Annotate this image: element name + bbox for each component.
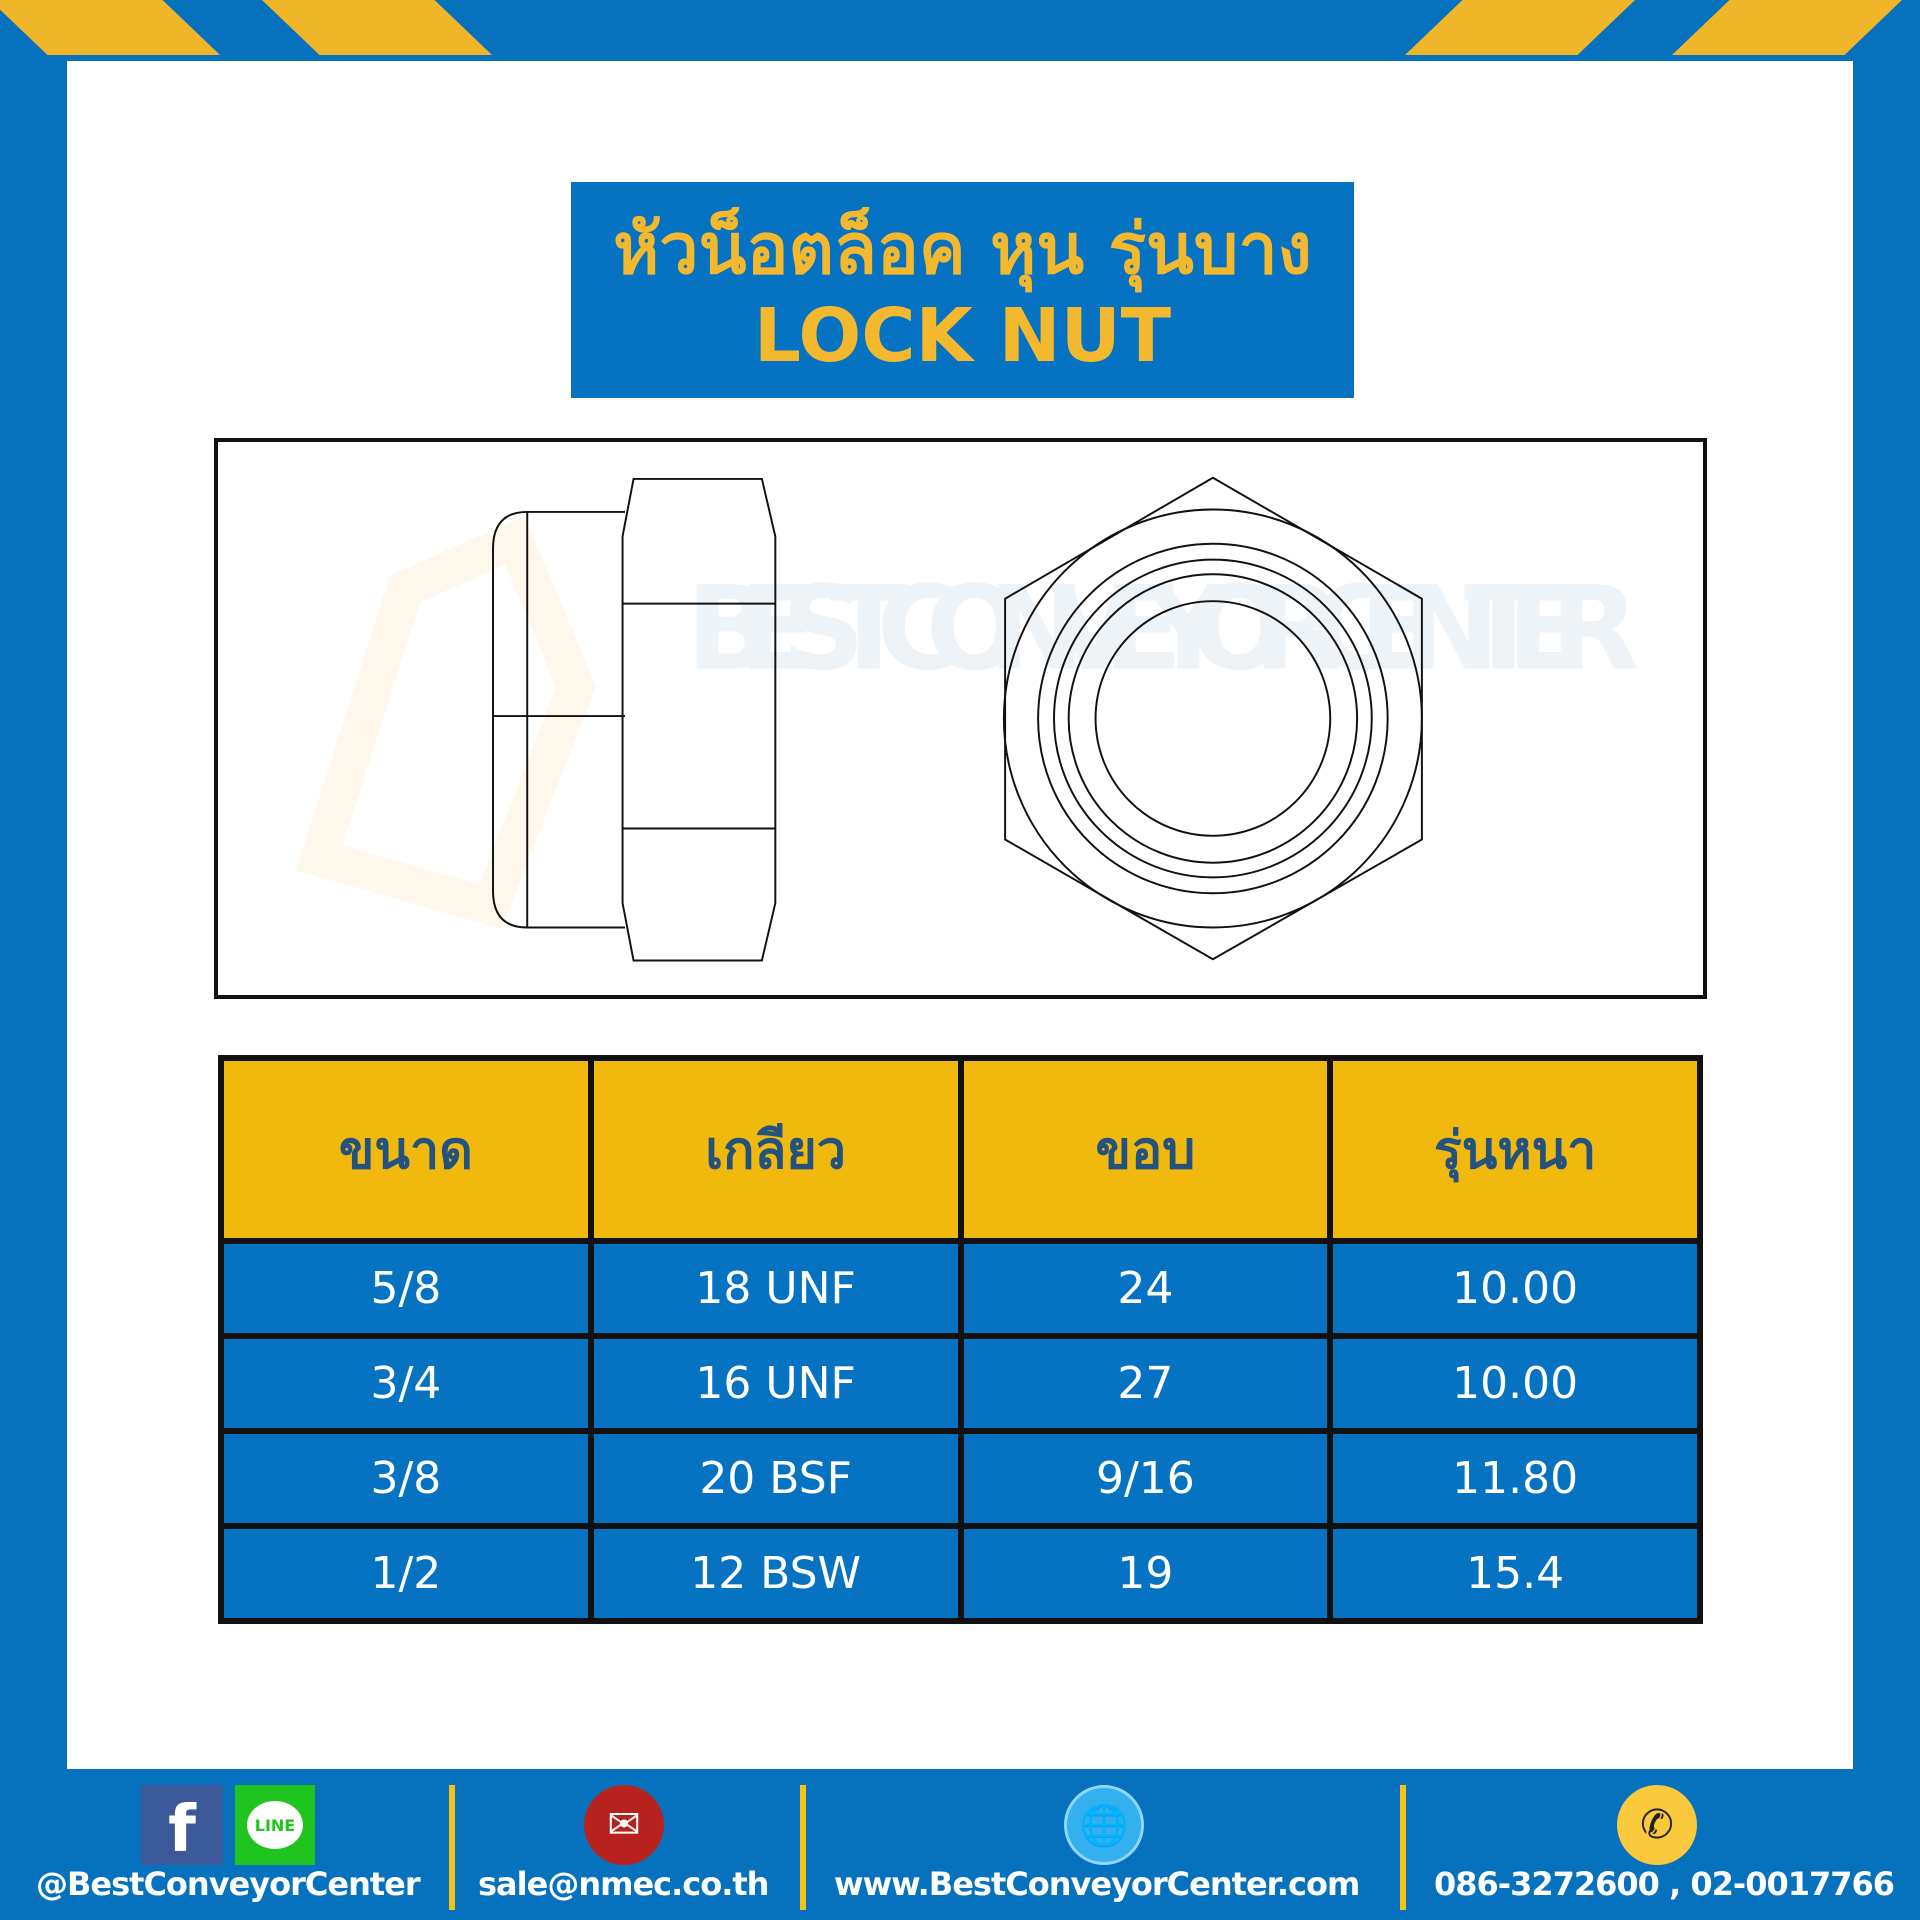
spec-table: ขนาด เกลียว ขอบ รุ่นหนา 5/8 18 UNF 24 10.00… <box>218 1055 1703 1624</box>
title-thai: หัวน็อตล็อค หุน รุ่นบาง <box>613 208 1312 290</box>
lock-nut-drawing: BEST CONVEYOR CENTER <box>214 438 1707 999</box>
table-row: 3/8 20 BSF 9/16 11.80 <box>218 1428 1703 1529</box>
cell: 1/2 <box>218 1523 594 1624</box>
title-english: LOCK NUT <box>753 293 1172 379</box>
divider <box>1400 1785 1406 1910</box>
title-banner: หัวน็อตล็อค หุน รุ่นบาง LOCK NUT <box>571 182 1354 398</box>
top-stripe <box>0 0 220 55</box>
header-width: ขอบ <box>957 1055 1334 1244</box>
table-row: 3/4 16 UNF 27 10.00 <box>218 1333 1703 1434</box>
cell: 9/16 <box>957 1428 1334 1529</box>
watermark: BEST CONVEYOR CENTER <box>296 515 1639 929</box>
line-icon[interactable]: LINE <box>235 1785 315 1865</box>
header-size: ขนาด <box>218 1055 594 1244</box>
side-hex <box>621 477 777 962</box>
watermark-text: BEST CONVEYOR CENTER <box>686 561 1639 696</box>
cell: 27 <box>957 1333 1334 1434</box>
cell: 12 BSW <box>587 1523 964 1624</box>
watermark-logo <box>296 515 596 929</box>
phone-numbers[interactable]: 086-3272600 , 02-0017766 <box>1434 1865 1895 1903</box>
cell: 18 UNF <box>587 1238 964 1339</box>
side-cap <box>492 510 625 929</box>
email-link[interactable]: sale@nmec.co.th <box>478 1865 769 1903</box>
divider <box>449 1785 455 1910</box>
line-label: LINE <box>247 1801 303 1849</box>
header-thread: เกลียว <box>587 1055 964 1244</box>
cell: 19 <box>957 1523 1334 1624</box>
header-thickness: รุ่นหนา <box>1327 1055 1703 1244</box>
cell: 5/8 <box>218 1238 594 1339</box>
cell: 16 UNF <box>587 1333 964 1434</box>
nut-diagram: BEST CONVEYOR CENTER <box>296 476 1639 962</box>
top-stripe <box>1672 0 1902 55</box>
top-stripe <box>262 0 492 55</box>
website-link[interactable]: www.BestConveyorCenter.com <box>834 1865 1360 1903</box>
social-handle[interactable]: @BestConveyorCenter <box>36 1865 421 1903</box>
table-header-row: ขนาด เกลียว ขอบ รุ่นหนา <box>218 1055 1703 1244</box>
cell: 10.00 <box>1327 1333 1703 1434</box>
cell: 20 BSF <box>587 1428 964 1529</box>
cell: 11.80 <box>1327 1428 1703 1529</box>
table-row: 1/2 12 BSW 19 15.4 <box>218 1523 1703 1624</box>
cell: 3/8 <box>218 1428 594 1529</box>
phone-icon: ✆ <box>1617 1785 1697 1865</box>
cell: 3/4 <box>218 1333 594 1434</box>
facebook-icon[interactable]: f <box>141 1785 223 1867</box>
top-stripe <box>1405 0 1635 55</box>
cell: 24 <box>957 1238 1334 1339</box>
cell: 15.4 <box>1327 1523 1703 1624</box>
divider <box>800 1785 806 1910</box>
cell: 10.00 <box>1327 1238 1703 1339</box>
email-icon: ✉ <box>584 1785 664 1865</box>
front-hex <box>1004 476 1423 961</box>
globe-icon: 🌐 <box>1064 1785 1144 1865</box>
table-row: 5/8 18 UNF 24 10.00 <box>218 1238 1703 1339</box>
